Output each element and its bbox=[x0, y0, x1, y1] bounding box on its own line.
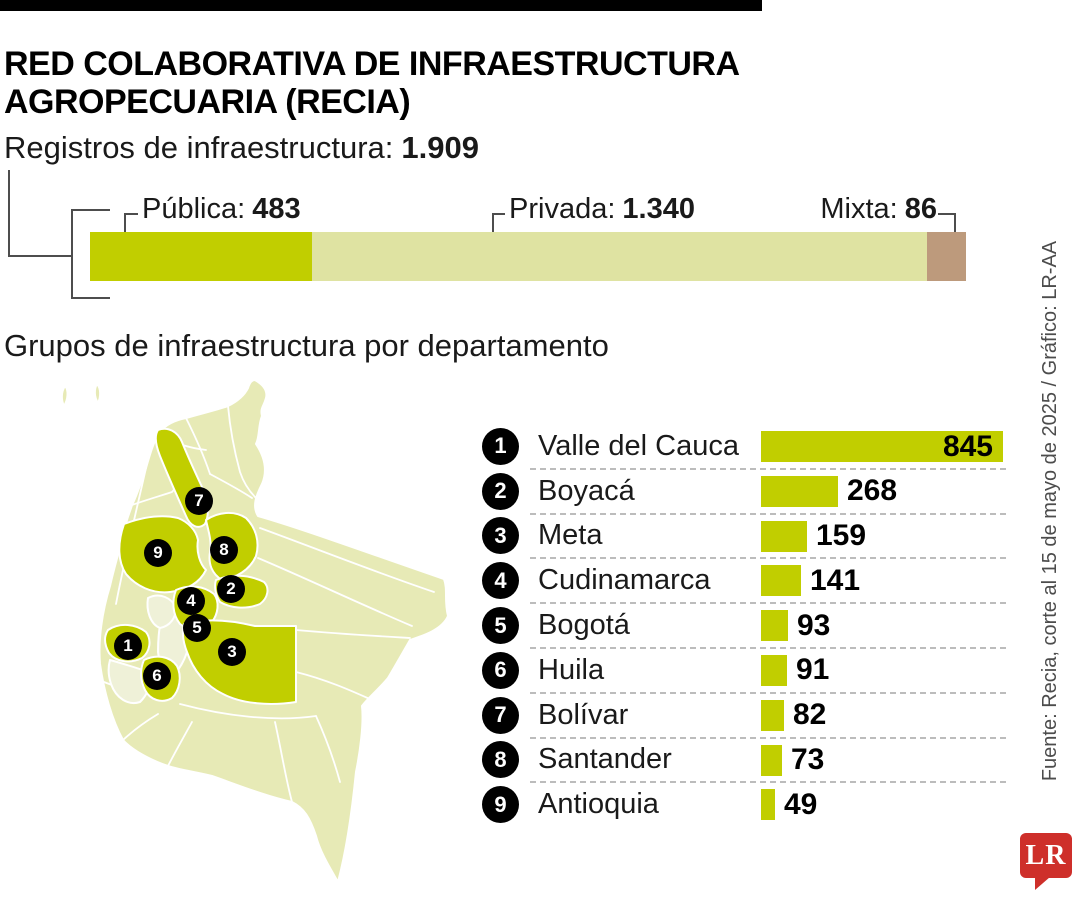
stacked-segment-publica bbox=[90, 232, 312, 281]
section-title: Grupos de infraestructura por departamen… bbox=[4, 328, 609, 363]
rank-badge: 8 bbox=[482, 741, 519, 779]
privada-value: 1.340 bbox=[622, 193, 695, 225]
publica-label: Pública: 483 bbox=[142, 193, 301, 225]
rank-badge: 4 bbox=[482, 562, 519, 600]
privada-label-text: Privada bbox=[509, 193, 608, 225]
value-bar bbox=[761, 431, 1003, 462]
map-marker-8: 8 bbox=[210, 536, 238, 564]
rank-badge: 6 bbox=[482, 651, 519, 689]
registros-value: 1.909 bbox=[401, 130, 479, 165]
rank-badge: 7 bbox=[482, 696, 519, 734]
value-bar bbox=[761, 789, 775, 821]
value-bar bbox=[761, 744, 782, 776]
department-name: Bolívar bbox=[538, 698, 629, 731]
bar-zone: 845 bbox=[761, 429, 1006, 463]
ranking-row: 1 Valle del Cauca 845 bbox=[482, 424, 1006, 470]
ranking-row: 7 Bolívar 82 bbox=[482, 693, 1006, 739]
island-san-andres bbox=[60, 385, 69, 407]
top-accent-bar bbox=[0, 0, 762, 11]
department-name: Meta bbox=[538, 519, 603, 552]
mixta-label-text: Mixta bbox=[820, 193, 890, 225]
value-label: 49 bbox=[784, 787, 818, 821]
mixta-label: Mixta: 86 bbox=[820, 193, 937, 225]
value-bar bbox=[761, 520, 807, 552]
rank-badge: 2 bbox=[482, 472, 519, 510]
ranking-row: 8 Santander 73 bbox=[482, 738, 1006, 784]
island-providencia bbox=[93, 383, 102, 404]
ranking-row: 9 Antioquia 49 bbox=[482, 782, 1006, 827]
value-label: 845 bbox=[942, 429, 993, 463]
registros-connector-line bbox=[8, 170, 72, 257]
rank-badge: 5 bbox=[482, 607, 519, 645]
bar-zone: 82 bbox=[761, 698, 1006, 732]
value-label: 93 bbox=[797, 608, 831, 642]
department-name: Huila bbox=[538, 653, 605, 686]
bar-zone: 73 bbox=[761, 743, 1006, 777]
map-marker-9: 9 bbox=[144, 539, 172, 567]
map-marker-7: 7 bbox=[185, 487, 213, 515]
department-name: Valle del Cauca bbox=[538, 429, 739, 462]
ranking-row: 2 Boyacá 268 bbox=[482, 469, 1006, 515]
stacked-segment-privada bbox=[311, 232, 927, 281]
ranking-row: 6 Huila 91 bbox=[482, 648, 1006, 694]
region-cauca bbox=[107, 659, 151, 704]
region-eje-cafetero bbox=[146, 594, 177, 629]
value-label: 268 bbox=[847, 474, 898, 508]
map-marker-2: 2 bbox=[217, 575, 245, 603]
value-bar bbox=[761, 610, 788, 642]
page-title: RED COLABORATIVA DE INFRAESTRUCTURA AGRO… bbox=[4, 44, 739, 121]
rank-badge: 9 bbox=[482, 786, 519, 824]
value-label: 82 bbox=[793, 698, 827, 732]
source-credit: Fuente: Recia, corte al 15 de mayo de 20… bbox=[1039, 240, 1061, 782]
rank-badge: 1 bbox=[482, 427, 519, 465]
ranking-row: 5 Bogotá 93 bbox=[482, 603, 1006, 649]
bar-zone: 268 bbox=[761, 474, 1006, 508]
department-name: Bogotá bbox=[538, 609, 630, 642]
department-name: Boyacá bbox=[538, 474, 635, 507]
value-label: 73 bbox=[791, 743, 825, 777]
value-label: 141 bbox=[810, 563, 861, 597]
registros-label: Registros de infraestructura: bbox=[4, 130, 394, 165]
bar-zone: 141 bbox=[761, 563, 1006, 597]
department-name: Antioquia bbox=[538, 788, 659, 821]
map-marker-1: 1 bbox=[114, 632, 142, 660]
ranking-row: 4 Cudinamarca 141 bbox=[482, 558, 1006, 604]
bar-zone: 159 bbox=[761, 519, 1006, 553]
stacked-segment-mixta bbox=[926, 232, 966, 281]
publica-value: 483 bbox=[252, 193, 301, 225]
value-bar bbox=[761, 654, 787, 686]
mixta-value: 86 bbox=[904, 193, 937, 225]
map-marker-4: 4 bbox=[177, 587, 205, 615]
value-label: 91 bbox=[796, 653, 830, 687]
privada-label: Privada: 1.340 bbox=[509, 193, 695, 225]
map-marker-5: 5 bbox=[183, 614, 211, 642]
department-ranking-chart: 1 Valle del Cauca 845 2 Boyacá 268 3 Meta 159 4 Cu… bbox=[482, 424, 1006, 827]
value-bar bbox=[761, 475, 838, 507]
department-name: Santander bbox=[538, 743, 672, 776]
department-name: Cudinamarca bbox=[538, 564, 711, 597]
ranking-row: 3 Meta 159 bbox=[482, 514, 1006, 560]
map-marker-6: 6 bbox=[143, 662, 171, 690]
value-bar bbox=[761, 565, 801, 597]
value-label: 159 bbox=[816, 519, 867, 553]
bar-zone: 93 bbox=[761, 608, 1006, 642]
rank-badge: 3 bbox=[482, 517, 519, 555]
registros-subtitle: Registros de infraestructura: 1.909 bbox=[4, 130, 479, 166]
map-marker-3: 3 bbox=[218, 638, 246, 666]
bar-zone: 49 bbox=[761, 787, 1006, 821]
lr-logo-text: LR bbox=[1025, 839, 1067, 871]
colombia-map-svg bbox=[60, 379, 449, 883]
lr-logo: LR bbox=[1020, 833, 1072, 890]
bar-zone: 91 bbox=[761, 653, 1006, 687]
stacked-bar bbox=[90, 232, 966, 281]
value-bar bbox=[761, 699, 784, 731]
publica-label-text: Pública bbox=[142, 193, 238, 225]
